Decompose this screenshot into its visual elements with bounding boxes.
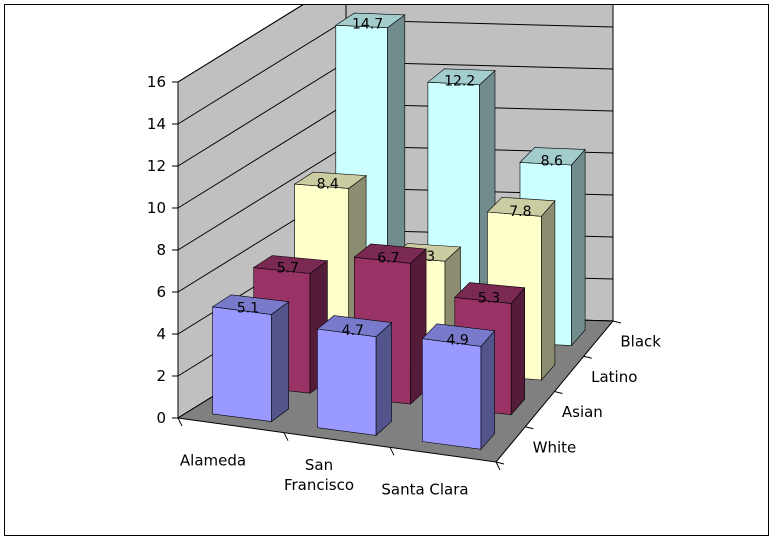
series-tick-mark xyxy=(554,391,563,394)
chart-frame: 0 2 4 6 8 10 12 14 16 Alameda San Francisco Santa Cl… xyxy=(4,4,769,536)
y-tick-label: 8 xyxy=(156,241,166,259)
x-tick-label: Santa Clara xyxy=(381,481,468,499)
series-axis-label: White xyxy=(533,438,577,456)
y-tick-label: 6 xyxy=(156,283,166,301)
bar-top xyxy=(421,323,496,347)
bar-top xyxy=(519,147,586,166)
series-tick-mark xyxy=(525,426,534,430)
bar-side xyxy=(571,148,586,347)
x-tick-label: San Francisco xyxy=(284,456,354,494)
bar-front xyxy=(421,338,482,450)
series-axis-label: Asian xyxy=(562,403,603,421)
data-label: 5.7 xyxy=(277,261,299,277)
bar-front xyxy=(212,306,272,422)
series-tick-mark xyxy=(612,320,622,324)
series-tick-mark xyxy=(495,461,505,465)
data-label: 4.7 xyxy=(342,323,364,339)
bar-side xyxy=(510,286,526,416)
x-tick-mark xyxy=(283,432,289,441)
bar-side xyxy=(480,329,495,451)
data-label: 7.8 xyxy=(509,204,531,220)
y-tick-label: 12 xyxy=(147,157,166,175)
bar xyxy=(211,294,290,423)
y-tick-label: 2 xyxy=(156,367,166,385)
x-tick-mark xyxy=(495,461,501,471)
bar-top xyxy=(211,294,290,315)
data-label: 6.7 xyxy=(377,250,399,266)
x-tick-label: Alameda xyxy=(180,451,246,469)
series-axis-label: Latino xyxy=(591,368,637,386)
chart-plot: 0 2 4 6 8 10 12 14 16 Alameda San Francisco Santa Cl… xyxy=(147,5,661,499)
y-tick-label: 0 xyxy=(156,409,166,427)
bar-top xyxy=(293,171,367,189)
bar xyxy=(316,315,393,437)
x-tick-mark xyxy=(389,447,395,456)
data-label: 5.1 xyxy=(237,301,259,317)
bar-side xyxy=(541,199,556,381)
y-tick-label: 16 xyxy=(147,73,166,91)
series-tick-mark xyxy=(583,355,592,359)
bar-top xyxy=(316,315,393,338)
data-label: 14.7 xyxy=(352,16,383,32)
data-label: 8.4 xyxy=(317,176,339,192)
y-tick-label: 14 xyxy=(147,115,166,133)
bar-top xyxy=(427,68,496,86)
bar-side xyxy=(270,301,290,423)
bar xyxy=(421,323,496,451)
y-tick-label: 4 xyxy=(156,325,166,343)
x-tick-mark xyxy=(177,417,183,427)
bar-top xyxy=(334,12,406,29)
series-axis-label: Black xyxy=(620,333,661,351)
data-label: 12.2 xyxy=(444,74,475,90)
data-label: 4.9 xyxy=(446,332,468,348)
bar-side xyxy=(375,321,392,437)
bar-top xyxy=(353,243,427,264)
bar-top xyxy=(252,255,329,274)
data-label: 8.6 xyxy=(541,154,563,170)
gridline xyxy=(177,5,304,83)
bar-top xyxy=(486,196,556,217)
data-label: 5.3 xyxy=(478,290,500,306)
bar-front xyxy=(317,328,377,436)
bar-top xyxy=(454,282,526,304)
y-tick-label: 10 xyxy=(147,199,166,217)
